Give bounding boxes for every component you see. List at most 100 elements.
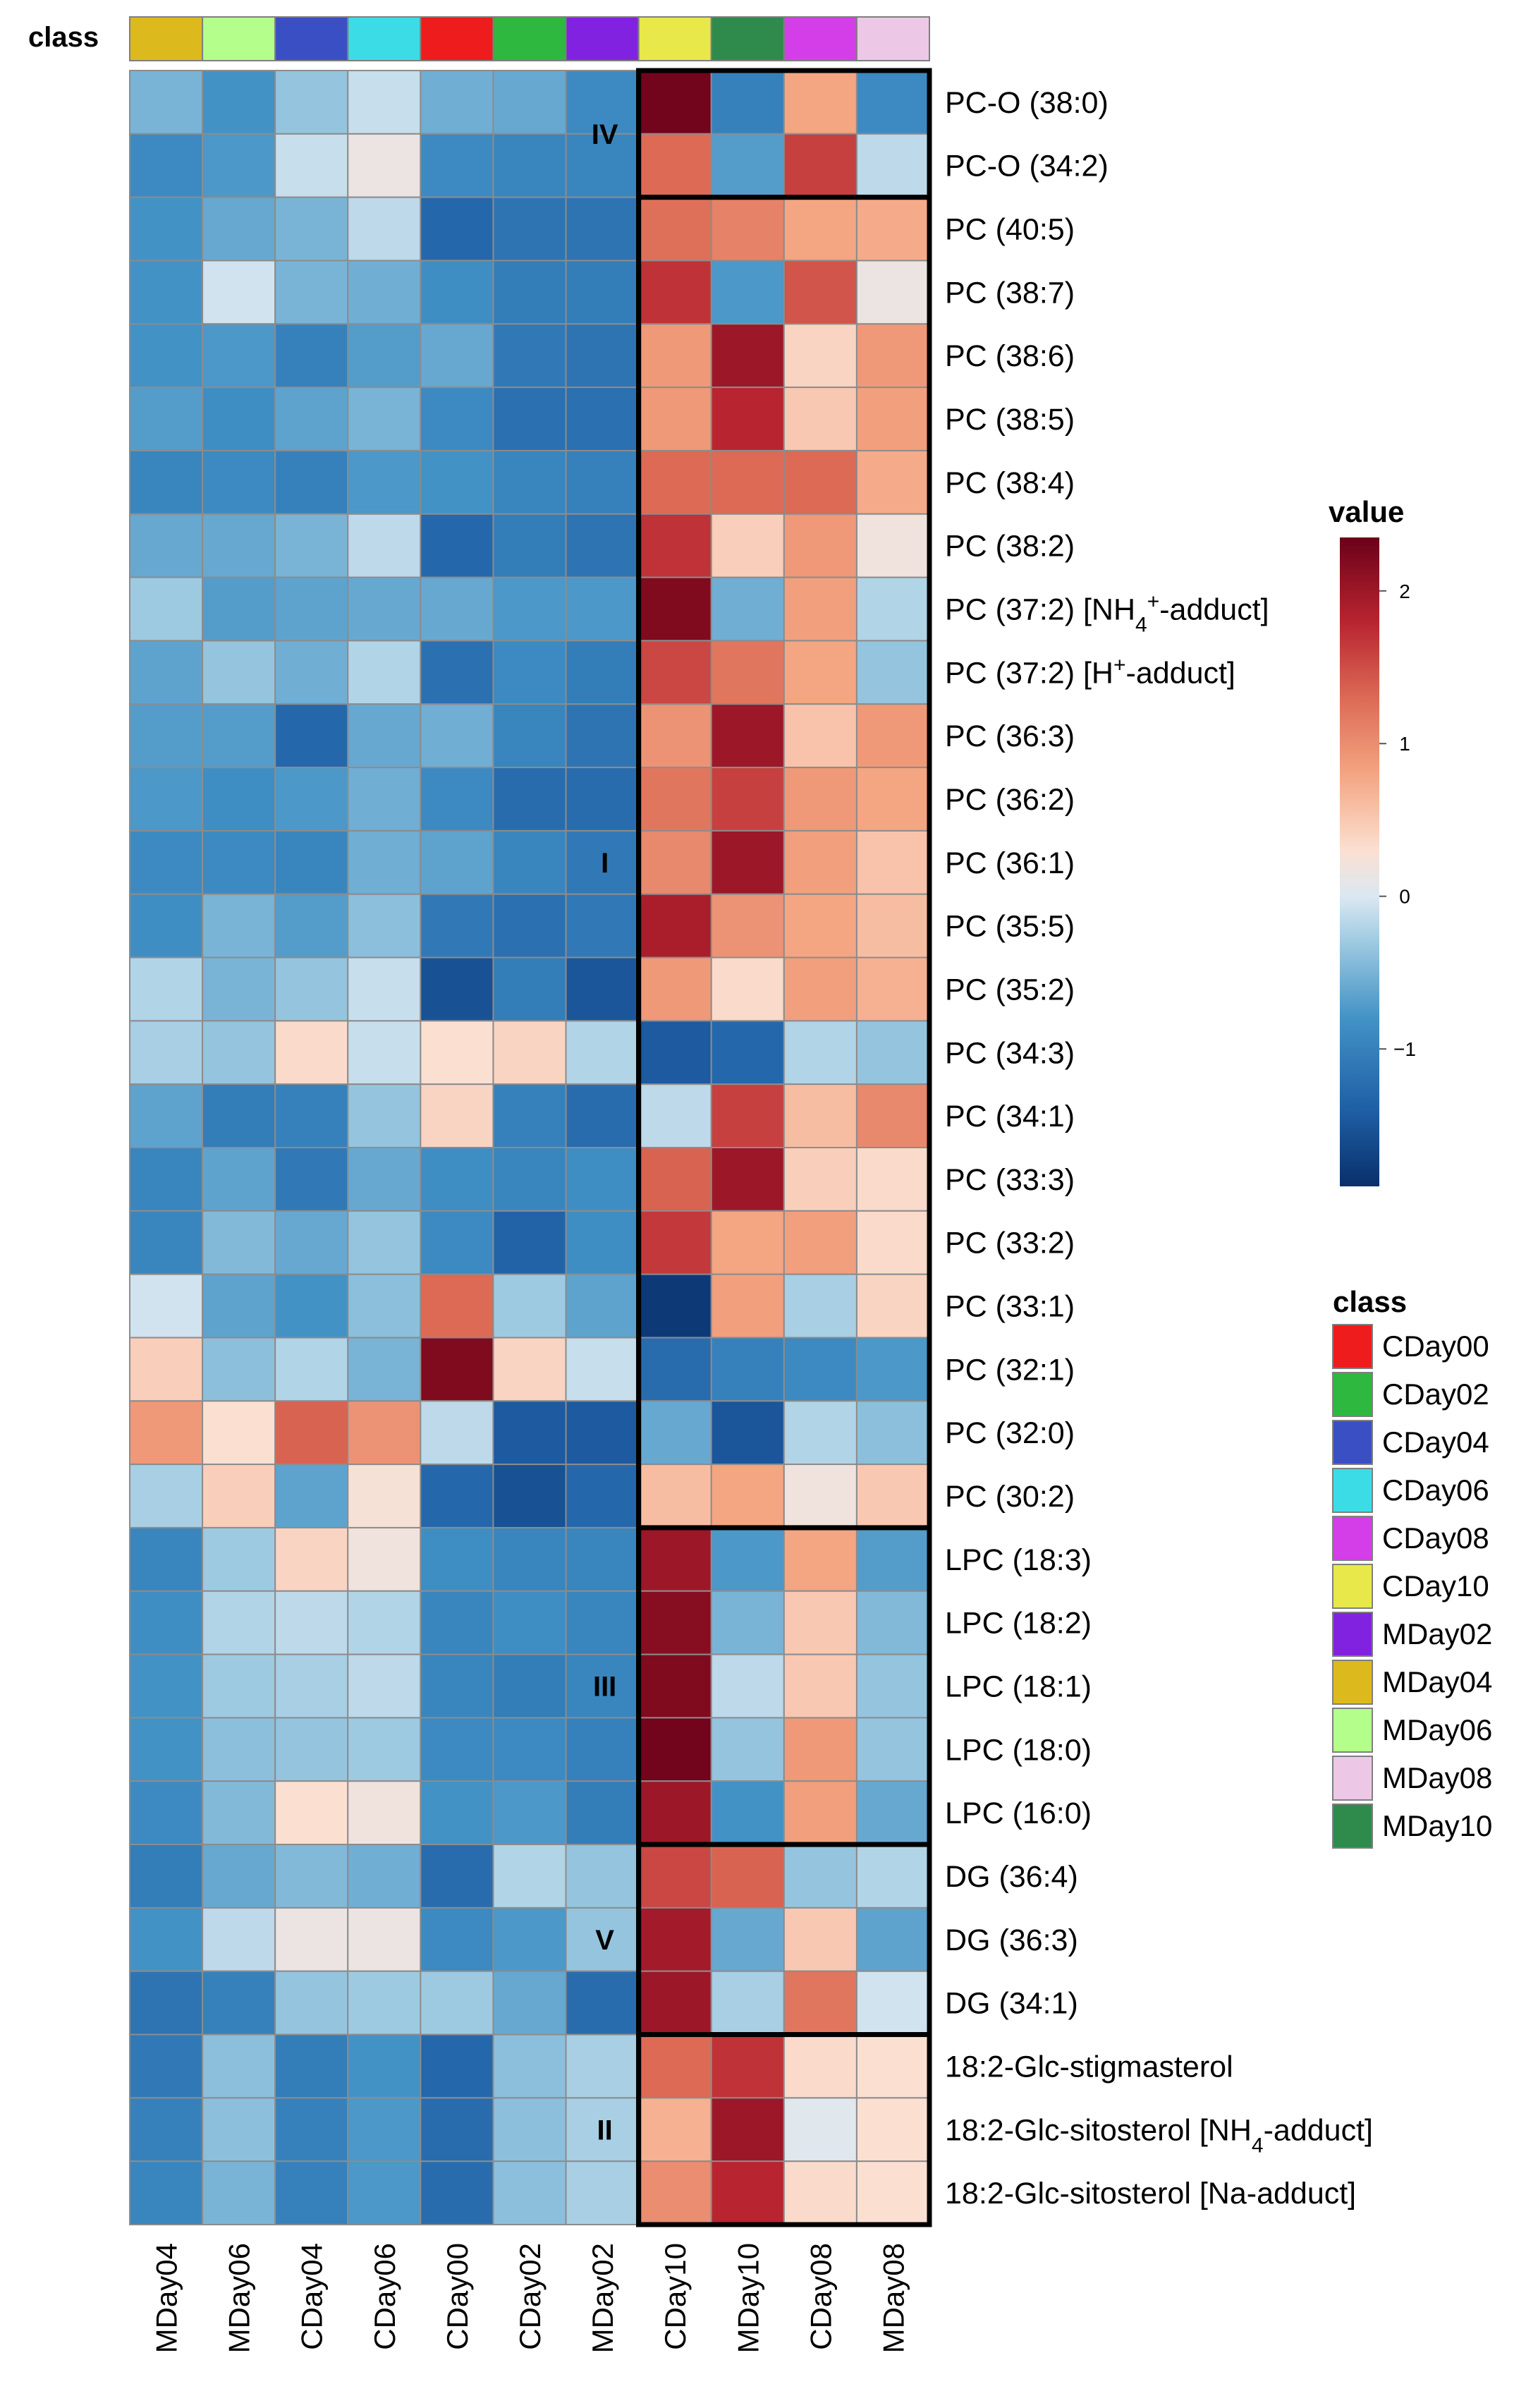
heatmap-cell: [565, 1844, 640, 1909]
heatmap-cell: [710, 640, 785, 705]
class-bar-cday06: [347, 16, 422, 61]
heatmap-cell: [202, 1337, 276, 1402]
row-label: PC (34:3): [945, 1036, 1075, 1070]
heatmap-cell: [129, 1464, 204, 1528]
heatmap-cell: [855, 1970, 930, 2036]
heatmap-cell: [420, 703, 494, 769]
heatmap-cell: [855, 893, 930, 959]
heatmap-cell: [783, 1780, 857, 1846]
class-bar-mday10: [710, 16, 785, 61]
heatmap-cell: [274, 1210, 349, 1275]
heatmap-cell: [710, 576, 785, 642]
heatmap-cell: [710, 1083, 785, 1149]
heatmap-cell: [565, 2097, 640, 2163]
heatmap-cell: [347, 1147, 422, 1212]
heatmap-cell: [347, 1653, 422, 1719]
heatmap-cell: [855, 1273, 930, 1339]
heatmap-cell: [420, 2033, 494, 2099]
heatmap-cell: [202, 2033, 276, 2099]
heatmap-cell: [129, 196, 204, 262]
value-legend-tick-label: 2: [1399, 580, 1410, 602]
heatmap-cell: [274, 1907, 349, 1972]
class-legend-title: class: [1333, 1285, 1407, 1318]
heatmap-cell: [347, 1844, 422, 1909]
heatmap-cell: [347, 1210, 422, 1275]
heatmap-cell: [855, 260, 930, 325]
heatmap-cell: [783, 767, 857, 832]
heatmap-cell: [710, 70, 785, 135]
heatmap-cell: [420, 1780, 494, 1846]
heatmap-cell: [202, 1590, 276, 1655]
row-label: DG (36:4): [945, 1860, 1078, 1894]
heatmap-cell: [855, 1844, 930, 1909]
heatmap-cell: [492, 260, 567, 325]
heatmap-cell: [202, 1844, 276, 1909]
heatmap-cell: [129, 1400, 204, 1466]
heatmap-cell: [492, 1844, 567, 1909]
heatmap-cell: [274, 1780, 349, 1846]
row-label: PC (33:2): [945, 1227, 1075, 1260]
cluster-boxes: [636, 68, 932, 2227]
heatmap-cell: [783, 1844, 857, 1909]
heatmap-cell: [129, 2033, 204, 2099]
heatmap-cell: [129, 449, 204, 515]
heatmap-cell: [855, 323, 930, 389]
column-label-cday02: CDay02: [513, 2243, 547, 2350]
heatmap-cell: [274, 513, 349, 578]
heatmap-cell: [129, 1653, 204, 1719]
heatmap-cell: [565, 1337, 640, 1402]
heatmap-cell: [710, 449, 785, 515]
heatmap-cell: [420, 893, 494, 959]
heatmap-cell: [274, 1020, 349, 1086]
heatmap-cell: [129, 1844, 204, 1909]
heatmap-cell: [565, 829, 640, 895]
heatmap-cell: [347, 2160, 422, 2226]
cluster-label-iv: IV: [592, 119, 618, 150]
heatmap-cell: [783, 387, 857, 451]
heatmap-cell: [420, 1020, 494, 1086]
heatmap-cell: [710, 1273, 785, 1339]
heatmap-cell: [783, 513, 857, 578]
column-label-mday10: MDay10: [731, 2243, 764, 2353]
class-bar-cday10: [637, 16, 712, 61]
heatmap-cell: [347, 449, 422, 515]
heatmap-cell: [274, 323, 349, 389]
heatmap-cell: [129, 576, 204, 642]
heatmap-cell: [783, 70, 857, 135]
heatmap-cell: [783, 1653, 857, 1719]
heatmap-cell: [783, 1590, 857, 1655]
heatmap-cell: [347, 1273, 422, 1339]
heatmap-cell: [637, 576, 712, 642]
row-label: PC (38:6): [945, 339, 1075, 373]
heatmap-cell: [710, 829, 785, 895]
row-label: PC (38:5): [945, 403, 1075, 437]
heatmap-cell: [855, 2160, 930, 2226]
heatmap-cell: [855, 1590, 930, 1655]
heatmap-cell: [274, 1590, 349, 1655]
heatmap-cell: [347, 1083, 422, 1149]
heatmap-cell: [274, 576, 349, 642]
row-label: PC (35:2): [945, 973, 1075, 1007]
heatmap-cell: [783, 2160, 857, 2226]
heatmap-cell: [202, 1147, 276, 1212]
heatmap-cell: [492, 1337, 567, 1402]
heatmap-cell: [202, 1400, 276, 1466]
class-legend-swatch-cday08: [1332, 1516, 1373, 1561]
heatmap-cell: [710, 1590, 785, 1655]
heatmap-cell: [637, 1083, 712, 1149]
heatmap-cell: [565, 513, 640, 578]
heatmap-cell: [710, 323, 785, 389]
heatmap-cell: [129, 2097, 204, 2163]
heatmap-cell: [855, 196, 930, 262]
heatmap-cell: [129, 1970, 204, 2036]
heatmap-cell: [637, 1780, 712, 1846]
heatmap-cell: [420, 1083, 494, 1149]
heatmap-cell: [637, 1210, 712, 1275]
heatmap-cell: [855, 1210, 930, 1275]
heatmap-cell: [129, 1717, 204, 1782]
heatmap-cell: [202, 956, 276, 1022]
heatmap-cell: [347, 893, 422, 959]
heatmap-cell: [347, 640, 422, 705]
heatmap-cell: [565, 70, 640, 135]
heatmap-cell: [783, 1907, 857, 1972]
